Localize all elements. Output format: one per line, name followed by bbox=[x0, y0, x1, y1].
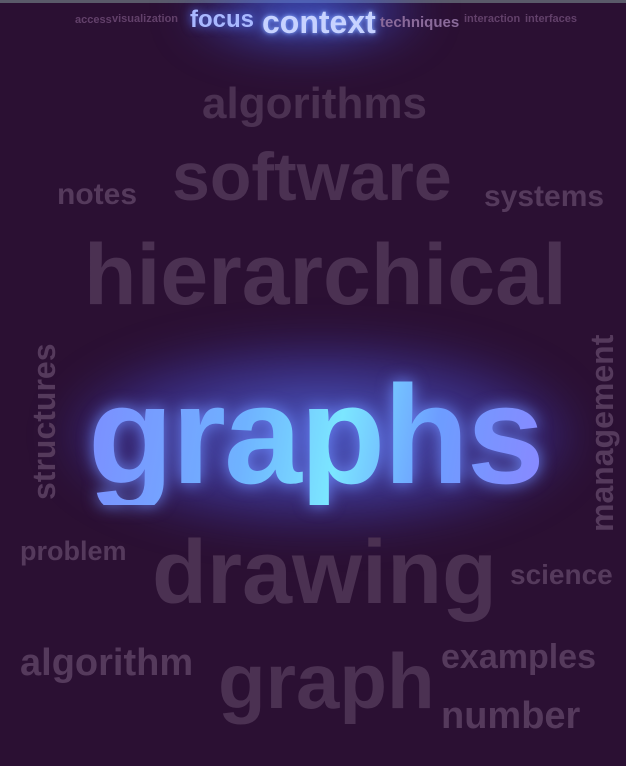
tag-word-graph[interactable]: graph bbox=[218, 637, 435, 725]
tag-word-visualization[interactable]: visualization bbox=[112, 13, 179, 25]
tag-word-hierarchical[interactable]: hierarchical bbox=[84, 227, 567, 323]
tag-word-software[interactable]: software bbox=[172, 139, 452, 215]
tag-word-management[interactable]: management bbox=[584, 334, 620, 532]
tag-word-notes[interactable]: notes bbox=[57, 178, 138, 211]
tag-word-problem[interactable]: problem bbox=[20, 536, 127, 566]
tag-word-techniques[interactable]: techniques bbox=[380, 14, 460, 31]
tag-word-drawing[interactable]: drawing bbox=[152, 523, 498, 623]
tag-word-systems[interactable]: systems bbox=[484, 180, 605, 213]
tag-word-graphs[interactable]: graphs bbox=[88, 356, 545, 513]
tag-word-context[interactable]: context bbox=[262, 4, 376, 40]
tag-word-interaction[interactable]: interaction bbox=[464, 13, 521, 25]
tag-word-access[interactable]: access bbox=[75, 14, 112, 26]
tag-word-interfaces[interactable]: interfaces bbox=[525, 13, 577, 25]
tag-word-focus[interactable]: focus bbox=[190, 6, 255, 33]
tag-word-algorithm[interactable]: algorithm bbox=[20, 642, 194, 684]
tag-word-examples[interactable]: examples bbox=[441, 638, 596, 676]
tag-word-number[interactable]: number bbox=[441, 695, 581, 737]
tag-word-structures[interactable]: structures bbox=[26, 343, 62, 501]
tag-word-science[interactable]: science bbox=[510, 559, 613, 590]
top-border-line bbox=[0, 0, 626, 3]
tag-word-algorithms[interactable]: algorithms bbox=[202, 79, 427, 128]
